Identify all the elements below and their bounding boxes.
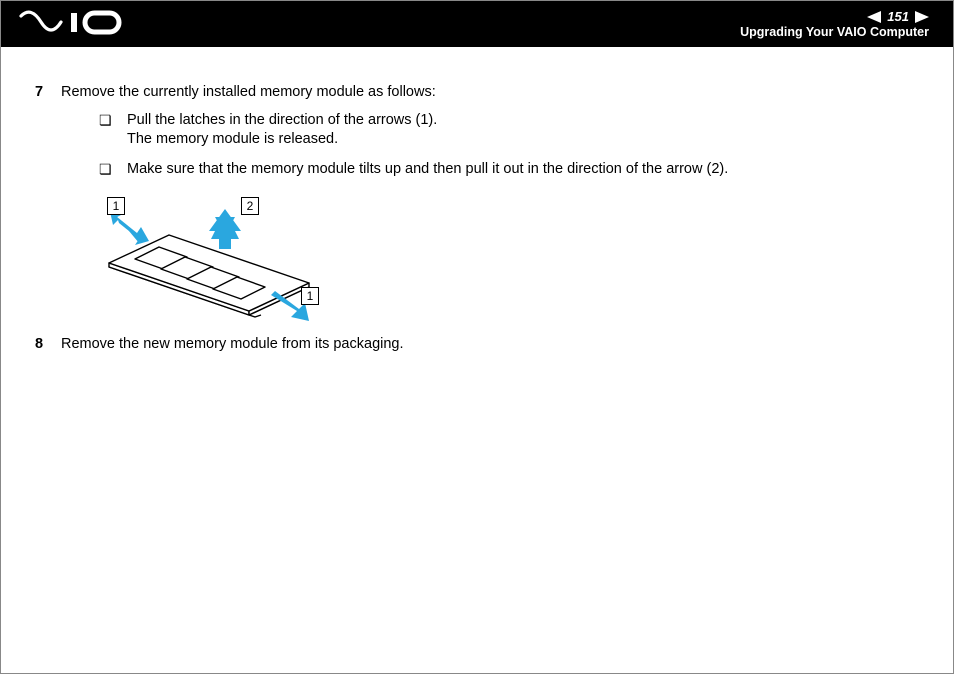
vaio-logo [19,8,139,41]
document-page: 151 Upgrading Your VAIO Computer 7 Remov… [0,0,954,674]
sub-text: Make sure that the memory module tilts u… [127,160,913,180]
callout-label: 1 [113,198,120,214]
instruction-step: 7 Remove the currently installed memory … [35,83,913,189]
callout-box: 2 [241,197,259,215]
callout-label: 1 [307,288,314,304]
page-nav-row: 151 [740,9,929,24]
step-body: Remove the new memory module from its pa… [61,335,913,355]
callout-label: 2 [247,198,254,214]
sub-line2: The memory module is released. [127,130,913,150]
step-body: Remove the currently installed memory mo… [61,83,913,189]
sub-list: ❏ Pull the latches in the direction of t… [61,111,913,180]
diagram-svg [99,197,359,327]
sub-item: ❏ Pull the latches in the direction of t… [99,111,913,150]
step-number: 7 [35,83,61,189]
callout-box: 1 [301,287,319,305]
sub-text: Pull the latches in the direction of the… [127,111,913,150]
page-content: 7 Remove the currently installed memory … [1,47,953,355]
bullet-icon: ❏ [99,111,127,150]
instruction-step: 8 Remove the new memory module from its … [35,335,913,355]
bullet-icon: ❏ [99,160,127,180]
page-number: 151 [887,9,909,24]
next-page-arrow-icon[interactable] [915,11,929,23]
step-text: Remove the currently installed memory mo… [61,84,436,100]
sub-line1: Make sure that the memory module tilts u… [127,161,728,177]
prev-page-arrow-icon[interactable] [867,11,881,23]
sub-item: ❏ Make sure that the memory module tilts… [99,160,913,180]
callout-box: 1 [107,197,125,215]
page-header: 151 Upgrading Your VAIO Computer [1,1,953,47]
sub-line1: Pull the latches in the direction of the… [127,112,437,128]
step-number: 8 [35,335,61,355]
step-text: Remove the new memory module from its pa… [61,336,404,352]
section-title: Upgrading Your VAIO Computer [740,25,929,39]
header-right: 151 Upgrading Your VAIO Computer [740,9,929,39]
memory-module-diagram: 1 2 1 [99,197,359,327]
